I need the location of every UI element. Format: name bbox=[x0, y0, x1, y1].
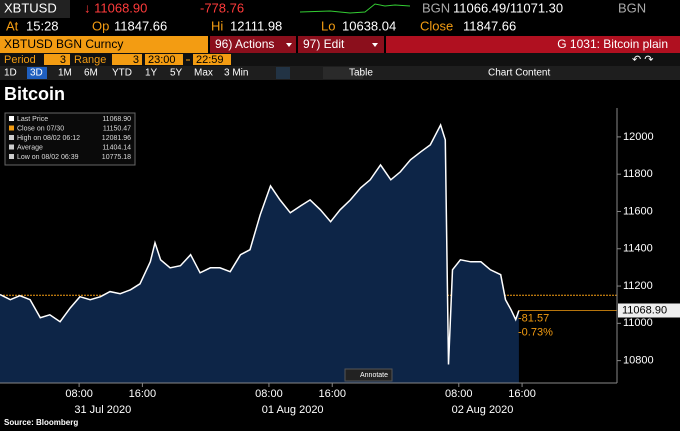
price-line bbox=[0, 123, 520, 365]
plot: 11068.90 -81.57 -0.73% 10800 11000 11200 11400… bbox=[0, 108, 680, 416]
buttons: 1D 3D 1M 6M YTD 1Y 5Y Max 3 Min bbox=[4, 67, 248, 79]
range-button[interactable]: YTD bbox=[112, 68, 132, 79]
x-tick-label: 16:00 bbox=[129, 388, 157, 400]
change: -778.76 bbox=[200, 0, 244, 15]
from[interactable]: 23:00 bbox=[148, 54, 176, 66]
change: -81.57 bbox=[518, 312, 549, 324]
ticker: XBTUSD bbox=[4, 0, 57, 15]
legend-swatch bbox=[9, 125, 14, 131]
button-active[interactable] bbox=[27, 67, 47, 79]
legend-swatch bbox=[9, 116, 14, 121]
annotate[interactable]: Annotate bbox=[360, 372, 388, 379]
legend-label: Average bbox=[17, 144, 43, 151]
range-button[interactable]: 3 Min bbox=[224, 68, 248, 79]
annotate-button[interactable] bbox=[344, 368, 393, 382]
last-price-tag bbox=[618, 303, 680, 318]
range-button[interactable]: 3D bbox=[30, 68, 43, 79]
input[interactable] bbox=[145, 54, 183, 65]
x-group-label: 02 Aug 2020 bbox=[452, 404, 514, 416]
field-value: 15:28 bbox=[26, 18, 59, 33]
legend-label: Low on 08/02 06:39 bbox=[17, 154, 79, 161]
y-tick-label: 11200 bbox=[623, 280, 653, 292]
x-tick-label: 16:00 bbox=[318, 388, 346, 400]
chart-title: Bitcoin bbox=[4, 84, 65, 104]
dropdown-icon bbox=[286, 43, 292, 47]
field-label: Hi bbox=[211, 18, 223, 33]
x-group-label: 01 Aug 2020 bbox=[262, 404, 324, 416]
legend-label: Last Price bbox=[17, 116, 48, 123]
nav-icon[interactable]: ↶ ↷ bbox=[632, 54, 654, 66]
period[interactable]: 3 bbox=[60, 54, 66, 66]
page: G 1031: Bitcoin plain bbox=[557, 37, 668, 51]
edit-button[interactable] bbox=[298, 36, 384, 53]
field-label: Close bbox=[420, 18, 453, 33]
to[interactable]: 22:59 bbox=[196, 54, 224, 66]
range-button[interactable]: Max bbox=[194, 68, 213, 79]
y-tick-label: 11600 bbox=[623, 205, 653, 217]
range[interactable]: 3 bbox=[133, 54, 139, 66]
range-button[interactable]: 1Y bbox=[145, 68, 158, 79]
x-tick-label: 08:00 bbox=[65, 388, 93, 400]
field-label: Lo bbox=[321, 18, 335, 33]
input[interactable] bbox=[193, 54, 231, 65]
input[interactable] bbox=[44, 54, 70, 65]
range-label: Range bbox=[74, 54, 106, 66]
range-button[interactable]: 5Y bbox=[170, 68, 183, 79]
legend-value: 11068.90 bbox=[102, 116, 131, 123]
fields: At 15:28 Op 11847.66 Hi 12111.98 Lo 10638.04 Clo… bbox=[6, 18, 516, 33]
edit[interactable]: 97) Edit bbox=[303, 37, 345, 51]
quote: 11066.49/11071.30 bbox=[453, 0, 563, 15]
chart-icon[interactable] bbox=[276, 67, 290, 79]
field-label: Op bbox=[92, 18, 109, 33]
legend-label: High on 08/02 06:12 bbox=[17, 135, 80, 142]
field-value: 11847.66 bbox=[463, 18, 516, 33]
range-button[interactable]: 1D bbox=[4, 68, 17, 79]
period-label: Period bbox=[4, 54, 36, 66]
legend-value: 11404.14 bbox=[102, 144, 131, 151]
x-tick-label: 16:00 bbox=[508, 388, 536, 400]
y-tick-label: 11800 bbox=[623, 168, 653, 180]
input[interactable] bbox=[112, 54, 142, 65]
field-label: At bbox=[6, 18, 19, 33]
legend-label: Close on 07/30 bbox=[17, 125, 64, 132]
x-tick-label: 08:00 bbox=[255, 388, 283, 400]
range-button[interactable]: 6M bbox=[84, 68, 98, 79]
legend-value: 11150.47 bbox=[103, 125, 131, 132]
x-group-label: 31 Jul 2020 bbox=[74, 404, 131, 416]
chart-content[interactable]: Chart Content bbox=[488, 68, 550, 79]
field-value: 11847.66 bbox=[114, 18, 167, 33]
dropdown-icon bbox=[372, 43, 378, 47]
security: XBTUSD BGN Curncy bbox=[4, 37, 123, 51]
legend-box bbox=[4, 112, 136, 166]
change-pct: -0.73% bbox=[518, 326, 553, 338]
legend-value: 12081.96 bbox=[102, 135, 131, 142]
actions-button[interactable] bbox=[210, 36, 296, 53]
legend-swatch bbox=[9, 144, 14, 150]
y-tick-label: 11400 bbox=[623, 243, 653, 255]
area-fill bbox=[0, 125, 519, 383]
y-tick-label: 10800 bbox=[623, 355, 654, 367]
x-tick-label: 08:00 bbox=[445, 388, 473, 400]
legend-swatch bbox=[9, 154, 14, 159]
security-bar bbox=[0, 36, 208, 53]
actions[interactable]: 96) Actions bbox=[215, 37, 274, 51]
source: BGN bbox=[618, 0, 646, 15]
sparkline bbox=[299, 3, 411, 14]
field-value: 12111.98 bbox=[230, 18, 282, 33]
table[interactable]: Table bbox=[349, 68, 373, 79]
range-button[interactable]: 1M bbox=[58, 68, 72, 79]
legend-value: 10775.18 bbox=[102, 154, 131, 161]
price: ↓ 11068.90 bbox=[84, 0, 147, 15]
field-value: 10638.04 bbox=[342, 18, 396, 33]
legend-swatch bbox=[9, 135, 14, 140]
last-price-label: 11068.90 bbox=[622, 304, 667, 316]
footer: Source: Bloomberg bbox=[4, 418, 78, 427]
table-button[interactable] bbox=[323, 67, 363, 79]
ticker-box bbox=[0, 0, 70, 18]
page-bar bbox=[386, 36, 680, 53]
y-tick-label: 12000 bbox=[623, 131, 654, 143]
y-tick-label: 11000 bbox=[623, 317, 653, 329]
source: BGN bbox=[422, 0, 450, 15]
